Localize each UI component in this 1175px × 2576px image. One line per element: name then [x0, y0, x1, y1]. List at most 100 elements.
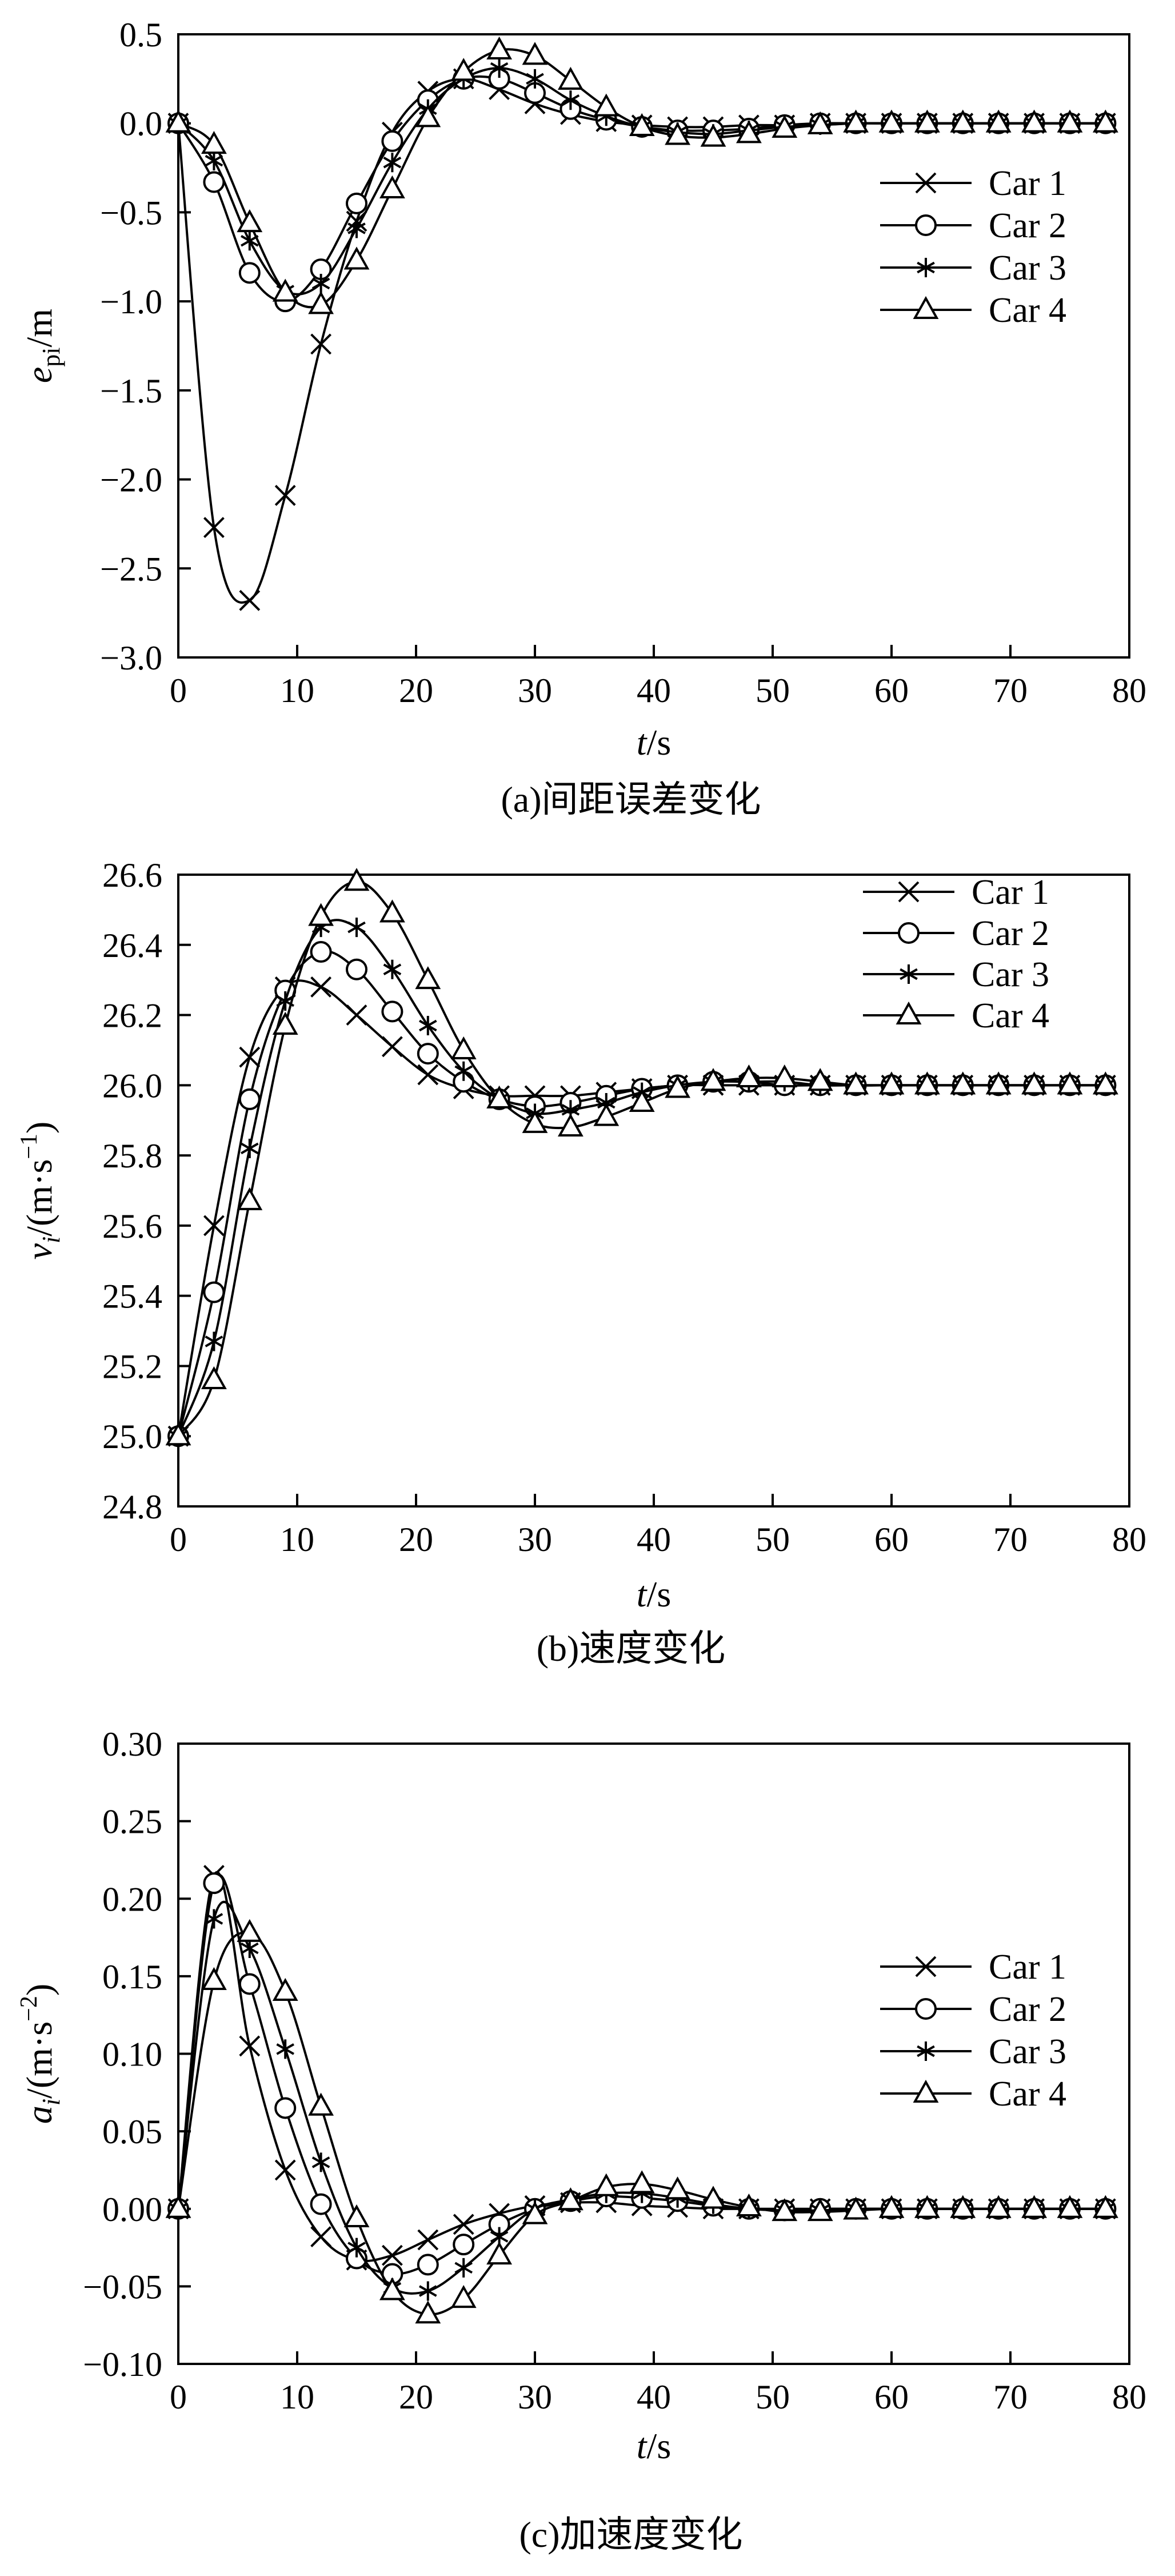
legend-label: Car 3: [972, 955, 1049, 994]
x-tick-label: 70: [993, 2378, 1028, 2416]
data-point: [807, 111, 833, 134]
y-tick-label: 24.8: [102, 1488, 162, 1526]
x-axis-label: t/s: [637, 1574, 671, 1614]
data-point: [379, 2277, 405, 2300]
legend-marker: [915, 172, 937, 194]
legend-label: Car 3: [989, 2032, 1066, 2071]
series-line: [177, 919, 1106, 1437]
data-point: [311, 2152, 330, 2172]
data-point: [490, 58, 509, 78]
data-point: [343, 246, 370, 270]
data-point: [238, 1088, 261, 1110]
legend-label: Car 1: [989, 164, 1066, 203]
data-point: [239, 1046, 261, 1068]
series-car-3: [169, 1900, 1115, 2301]
legend-marker: [915, 1956, 937, 1977]
x-tick-label: 30: [518, 672, 552, 709]
data-point: [629, 2170, 655, 2194]
series-line: [177, 979, 1106, 1437]
data-point: [165, 109, 191, 133]
y-tick-label: 0.30: [102, 1725, 162, 1763]
panel-spacing-error: 0 10 20 30 40 50 60 70 80 −3.0 −2.5 −2.0 −1.5 −1.0 −0.…: [19, 16, 1146, 820]
legend-marker: [913, 2079, 939, 2103]
data-point: [346, 1004, 367, 1026]
y-tick-label: 26.4: [102, 927, 162, 964]
data-point: [843, 2196, 869, 2220]
legend-label: Car 4: [972, 996, 1049, 1035]
x-tick-label: 40: [637, 672, 671, 709]
x-tick-label: 50: [756, 1521, 790, 1558]
data-point: [914, 109, 940, 133]
legend-marker: [915, 214, 937, 236]
x-tick-label: 0: [170, 2378, 187, 2416]
data-point: [381, 1000, 403, 1023]
data-point: [381, 2244, 403, 2266]
data-point: [205, 151, 223, 171]
data-point: [914, 1071, 940, 1095]
data-point: [310, 976, 332, 998]
legend-marker: [900, 964, 918, 984]
data-point: [843, 109, 869, 133]
data-point: [593, 2173, 620, 2196]
legend-label: Car 2: [989, 1990, 1066, 2029]
x-tick-label: 40: [637, 1521, 671, 1558]
data-point: [310, 941, 332, 963]
data-point: [203, 1215, 225, 1237]
data-point: [381, 1036, 403, 1058]
legend-label: Car 4: [989, 291, 1066, 330]
y-tick-label: 0.00: [102, 2191, 162, 2228]
data-point: [736, 2193, 762, 2217]
data-point: [237, 1919, 263, 1942]
data-point: [522, 2201, 548, 2224]
legend-marker: [917, 258, 935, 277]
y-tick-label: −0.10: [83, 2346, 162, 2383]
data-point: [557, 66, 583, 90]
series-line: [177, 880, 1106, 1437]
data-point: [417, 2229, 439, 2251]
y-tick-label: 26.0: [102, 1067, 162, 1104]
legend-marker: [896, 1001, 922, 1024]
data-point: [665, 2176, 691, 2200]
data-point: [419, 2281, 437, 2301]
data-point: [238, 262, 261, 284]
data-point: [526, 69, 544, 89]
data-point: [807, 1068, 833, 1091]
data-point: [1021, 2195, 1048, 2218]
data-point: [985, 1071, 1012, 1095]
y-axis-label: epi/m: [19, 309, 65, 383]
data-point: [450, 2284, 477, 2308]
data-point: [950, 1071, 976, 1095]
data-point: [700, 2186, 726, 2209]
data-point: [1021, 1071, 1048, 1095]
data-point: [417, 1043, 439, 1065]
data-point: [346, 958, 367, 980]
data-point: [700, 1068, 726, 1091]
data-point: [557, 2187, 583, 2211]
plot-frame: [177, 1742, 1130, 2365]
data-point: [593, 93, 620, 117]
data-point: [383, 959, 402, 979]
data-point: [201, 1366, 227, 1389]
y-tick-label: −1.5: [100, 372, 162, 410]
data-point: [665, 122, 691, 145]
data-point: [772, 2198, 798, 2222]
series-car-4: [165, 36, 1118, 314]
data-point: [807, 2198, 833, 2222]
y-tick-label: 0.0: [119, 105, 162, 143]
y-tick-label: 25.4: [102, 1278, 162, 1315]
data-point: [700, 123, 726, 147]
data-point: [347, 218, 366, 238]
legend-label: Car 1: [972, 873, 1049, 912]
data-point: [1057, 1071, 1083, 1095]
data-point: [1057, 2195, 1083, 2218]
data-point: [450, 58, 477, 81]
data-point: [308, 291, 334, 314]
y-tick-label: 0.20: [102, 1880, 162, 1918]
x-tick-label: 40: [637, 2378, 671, 2416]
data-point: [310, 333, 332, 355]
data-point: [914, 2195, 940, 2218]
data-point: [486, 1085, 513, 1108]
data-point: [205, 1331, 223, 1351]
